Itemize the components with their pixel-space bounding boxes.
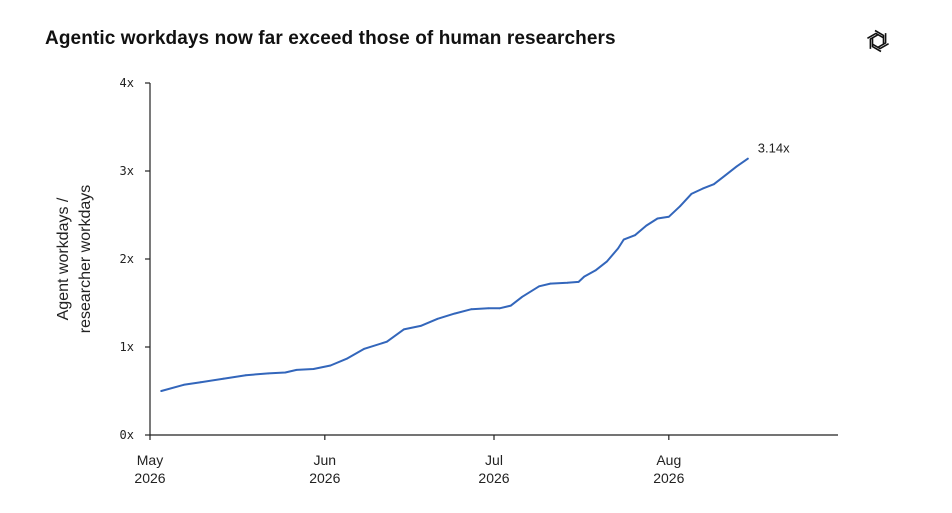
- chart-title: Agentic workdays now far exceed those of…: [45, 28, 616, 49]
- data-point: [713, 183, 715, 186]
- x-tick-label-year: 2026: [134, 470, 165, 486]
- y-tick-label: 4x: [120, 76, 134, 90]
- end-value-label: 3.14x: [758, 141, 790, 156]
- data-point: [605, 260, 608, 263]
- series-group: 3.14x: [160, 141, 790, 392]
- y-tick-label: 1x: [120, 340, 134, 354]
- y-tick-label: 0x: [120, 428, 134, 442]
- data-point: [419, 325, 422, 327]
- x-tick-label-month: Jun: [314, 452, 337, 468]
- data-point: [329, 364, 332, 367]
- data-point: [746, 157, 749, 160]
- data-point: [634, 234, 636, 237]
- series-line: [160, 157, 749, 392]
- data-point: [470, 308, 473, 311]
- x-tick-label-month: May: [137, 452, 163, 468]
- data-point: [295, 369, 298, 371]
- x-tick-label-year: 2026: [653, 470, 684, 486]
- y-tick-label: 3x: [120, 164, 134, 178]
- data-point: [667, 215, 670, 218]
- y-axis-label-line: Agent workdays /: [55, 197, 72, 320]
- data-point: [199, 381, 202, 384]
- data-point: [724, 174, 727, 177]
- data-point: [617, 247, 619, 250]
- y-tick-label: 2x: [120, 252, 134, 266]
- data-point: [386, 340, 388, 343]
- data-point: [453, 312, 456, 315]
- data-point: [346, 357, 349, 360]
- data-point: [312, 368, 315, 370]
- data-point: [284, 371, 287, 374]
- data-point: [583, 275, 586, 278]
- data-point: [510, 304, 512, 307]
- data-point: [701, 187, 704, 190]
- data-point: [245, 374, 247, 377]
- y-axis: 0x 1x 2x 3x 4x: [120, 76, 151, 442]
- data-point: [436, 317, 439, 320]
- y-axis-label: Agent workdays / researcher workdays: [55, 185, 94, 334]
- y-axis-label-line: researcher workdays: [77, 185, 94, 334]
- data-point: [402, 328, 405, 331]
- data-point: [594, 269, 597, 272]
- data-point: [690, 193, 693, 195]
- data-point: [549, 282, 552, 285]
- data-point: [487, 307, 490, 310]
- x-axis: May 2026 Jun 2026 Jul 2026 Aug 2026: [134, 434, 838, 486]
- data-point: [498, 307, 501, 310]
- x-tick-label-month: Aug: [656, 452, 681, 468]
- data-point: [182, 383, 185, 386]
- x-tick-label-year: 2026: [309, 470, 340, 486]
- data-point: [267, 372, 270, 375]
- data-point: [577, 281, 580, 283]
- openai-logo-icon: [867, 29, 889, 53]
- data-point: [622, 238, 625, 241]
- data-point: [735, 165, 738, 168]
- data-point: [521, 295, 524, 298]
- data-point: [538, 285, 540, 288]
- x-tick-label-month: Jul: [485, 452, 503, 468]
- data-point: [645, 224, 648, 227]
- data-point: [363, 347, 366, 350]
- x-tick-label-year: 2026: [478, 470, 509, 486]
- data-point: [566, 281, 569, 284]
- data-point: [679, 205, 681, 208]
- data-point: [160, 390, 163, 392]
- data-point: [222, 377, 225, 380]
- data-point: [656, 217, 659, 220]
